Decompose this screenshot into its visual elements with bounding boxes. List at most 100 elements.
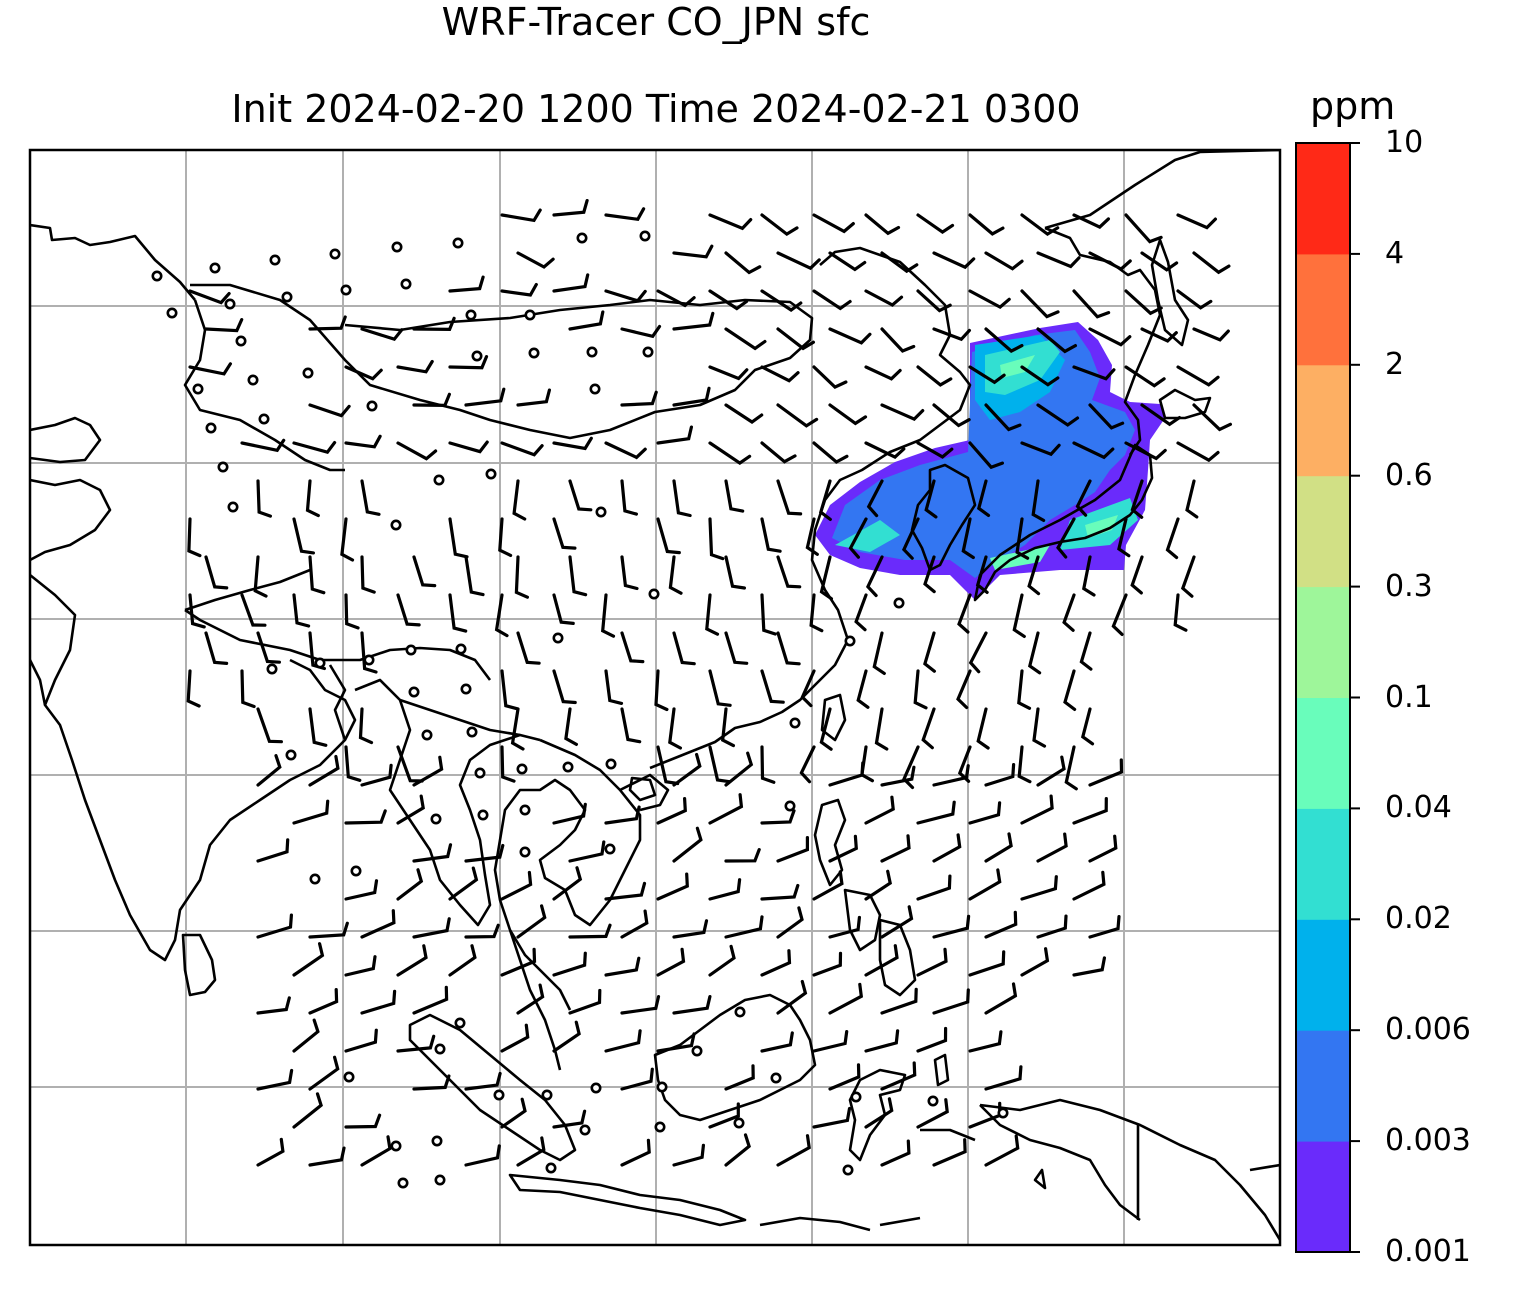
wind-barb bbox=[1027, 555, 1041, 596]
wind-barb bbox=[672, 244, 714, 259]
calm-wind-marker bbox=[192, 383, 204, 395]
wind-barb bbox=[828, 834, 858, 863]
wind-barb bbox=[776, 479, 803, 516]
wind-barb bbox=[812, 365, 848, 390]
wind-barb bbox=[500, 1097, 527, 1129]
calm-wind-marker bbox=[893, 597, 905, 609]
wind-barb bbox=[448, 355, 489, 370]
wind-barb bbox=[672, 479, 692, 518]
wind-barb bbox=[1036, 251, 1081, 269]
calm-wind-marker bbox=[656, 1081, 668, 1093]
wind-barb bbox=[620, 707, 642, 744]
wind-barb bbox=[968, 213, 1005, 236]
wind-barb bbox=[1088, 251, 1132, 271]
wind-barb bbox=[809, 593, 824, 633]
wind-barb bbox=[464, 1144, 501, 1167]
wind-barb bbox=[1020, 289, 1060, 319]
wind-barb bbox=[1072, 870, 1106, 901]
wind-barb bbox=[800, 669, 816, 708]
calm-wind-marker bbox=[770, 1072, 782, 1084]
wind-barb bbox=[916, 213, 955, 235]
colorbar-bin bbox=[1296, 808, 1350, 920]
wind-barb bbox=[1032, 707, 1047, 748]
wind-barb bbox=[412, 917, 451, 939]
calm-wind-marker bbox=[586, 346, 598, 358]
wind-barb bbox=[864, 289, 904, 307]
wind-barb bbox=[344, 745, 362, 782]
calm-wind-marker bbox=[528, 347, 540, 359]
calm-wind-marker bbox=[466, 726, 478, 738]
wind-barb bbox=[932, 914, 971, 939]
wind-barb bbox=[552, 199, 589, 217]
wind-barb bbox=[880, 251, 919, 274]
wind-barb bbox=[552, 951, 587, 977]
wind-barb bbox=[240, 593, 267, 627]
wind-barb bbox=[568, 555, 588, 597]
wind-barb bbox=[916, 947, 948, 977]
calm-wind-marker bbox=[151, 270, 163, 282]
calm-wind-marker bbox=[590, 1082, 602, 1094]
wind-barb bbox=[828, 915, 861, 939]
calm-wind-marker bbox=[927, 1095, 939, 1107]
wind-barb bbox=[1036, 403, 1080, 427]
wind-barb bbox=[308, 315, 347, 331]
wind-barb bbox=[924, 479, 938, 519]
wind-barb bbox=[984, 763, 1016, 787]
calm-wind-marker bbox=[465, 309, 477, 321]
wind-barb bbox=[874, 707, 889, 751]
wind-barb bbox=[1192, 403, 1232, 432]
wind-barb bbox=[932, 403, 971, 428]
wind-barb bbox=[760, 213, 799, 237]
wind-barb bbox=[880, 1061, 917, 1091]
wind-barb bbox=[396, 359, 434, 374]
wind-barb bbox=[724, 751, 754, 787]
wind-barb bbox=[1140, 327, 1178, 343]
wind-barb bbox=[256, 838, 290, 863]
calm-wind-marker bbox=[350, 865, 362, 877]
calm-wind-marker bbox=[433, 474, 445, 486]
calm-wind-marker bbox=[430, 813, 442, 825]
wind-barb bbox=[968, 801, 1002, 825]
wind-barb bbox=[360, 989, 397, 1015]
calm-wind-marker bbox=[642, 346, 654, 358]
wind-barb bbox=[776, 403, 819, 428]
calm-wind-marker bbox=[434, 1043, 446, 1055]
wind-barb bbox=[204, 555, 229, 590]
wind-barb bbox=[516, 904, 547, 939]
wind-barb bbox=[968, 631, 988, 674]
wind-barb bbox=[818, 479, 832, 521]
wind-barb bbox=[204, 318, 244, 333]
wind-barb bbox=[1088, 915, 1121, 939]
wind-barb bbox=[604, 441, 647, 460]
calm-wind-marker bbox=[431, 1135, 443, 1147]
wind-barb bbox=[360, 763, 393, 787]
wind-barb bbox=[620, 1067, 654, 1091]
wind-barb bbox=[256, 479, 272, 518]
wind-barb bbox=[880, 403, 925, 422]
calm-wind-marker bbox=[784, 800, 796, 812]
wind-barb bbox=[968, 289, 1011, 310]
calm-wind-marker bbox=[455, 643, 467, 655]
calm-wind-marker bbox=[434, 1174, 446, 1186]
wind-barb bbox=[292, 799, 330, 825]
wind-barb bbox=[956, 669, 972, 710]
wind-barb bbox=[620, 1138, 651, 1167]
wind-barb bbox=[464, 555, 485, 597]
wind-barb bbox=[776, 555, 802, 589]
wind-barb bbox=[186, 669, 201, 708]
wind-barb bbox=[880, 1139, 911, 1167]
wind-barb bbox=[916, 1026, 948, 1053]
calm-wind-marker bbox=[589, 383, 601, 395]
wind-barb bbox=[1176, 213, 1217, 230]
wind-barb bbox=[604, 207, 646, 222]
calm-wind-marker bbox=[302, 367, 314, 379]
wind-barb bbox=[344, 434, 382, 449]
wind-barb bbox=[604, 1029, 642, 1053]
calm-wind-marker bbox=[460, 683, 472, 695]
wind-barb bbox=[344, 879, 379, 901]
calm-wind-marker bbox=[309, 873, 321, 885]
calm-wind-marker bbox=[405, 644, 417, 656]
wind-barb bbox=[760, 517, 782, 553]
wind-barb bbox=[812, 1106, 852, 1129]
wind-barb bbox=[880, 327, 916, 353]
